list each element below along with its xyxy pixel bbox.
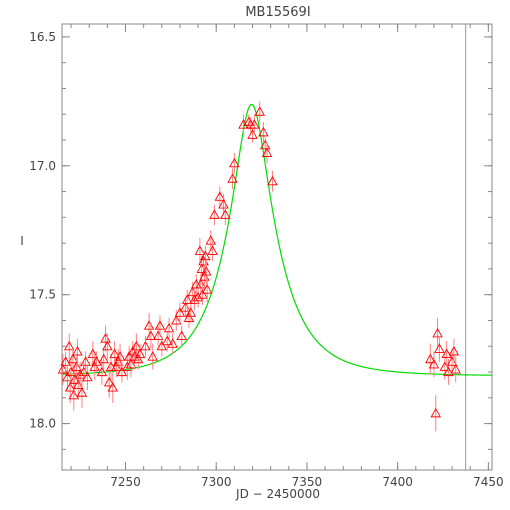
- data-point: [192, 291, 204, 302]
- data-point: [200, 250, 211, 261]
- data-point: [434, 343, 445, 353]
- data-point: [125, 358, 137, 369]
- data-point: [163, 322, 175, 333]
- data-point: [74, 369, 86, 379]
- data-point: [96, 366, 108, 377]
- data-point: [441, 348, 452, 359]
- x-tick-label: 7300: [201, 475, 232, 489]
- data-point: [71, 361, 82, 371]
- data-point: [261, 147, 273, 157]
- data-point: [205, 235, 217, 245]
- x-axis-title: JD − 2450000: [235, 487, 320, 501]
- y-axis-title: I: [20, 234, 24, 248]
- data-point: [161, 335, 173, 346]
- y-tick-label: 18.0: [29, 417, 56, 431]
- data-point: [98, 353, 109, 364]
- data-point: [105, 361, 117, 371]
- plot-frame: [61, 23, 493, 471]
- data-point: [195, 278, 207, 289]
- data-point: [258, 126, 269, 137]
- data-point: [64, 382, 76, 392]
- plot-area: [61, 23, 493, 471]
- data-point: [189, 294, 200, 304]
- data-point: [107, 382, 119, 392]
- data-point: [167, 338, 178, 348]
- data-point: [63, 340, 75, 351]
- x-tick-label: 7450: [473, 475, 504, 489]
- x-tick-label: 7350: [292, 475, 323, 489]
- x-tick-label: 7250: [110, 475, 141, 489]
- data-point: [76, 387, 88, 397]
- data-point: [201, 284, 213, 294]
- data-point: [220, 209, 231, 219]
- x-tick-label: 7400: [382, 475, 413, 489]
- data-point: [200, 266, 212, 276]
- data-point: [91, 356, 102, 366]
- chart-title: MB15569I: [245, 5, 310, 20]
- data-point: [181, 294, 193, 304]
- data-point: [82, 371, 93, 382]
- data-point: [109, 348, 120, 359]
- data-point: [87, 348, 99, 359]
- y-tick-label: 17.0: [29, 159, 56, 173]
- observation-points: [57, 101, 461, 432]
- data-point: [185, 307, 197, 317]
- data-point: [102, 340, 113, 351]
- data-point: [68, 389, 80, 400]
- data-point: [249, 119, 260, 129]
- data-point: [156, 340, 168, 351]
- model-curve-line: [61, 103, 493, 376]
- data-point: [131, 340, 142, 351]
- data-point: [65, 366, 77, 377]
- data-point: [140, 340, 151, 351]
- data-point: [450, 364, 461, 374]
- data-point: [80, 356, 91, 366]
- data-point: [174, 307, 186, 317]
- data-point: [425, 353, 436, 364]
- data-point: [145, 330, 157, 340]
- data-point: [443, 366, 454, 377]
- data-point: [428, 358, 440, 369]
- data-point: [430, 407, 442, 418]
- y-axis-ticks: 16.5 17.0 17.5 18.0: [29, 30, 492, 450]
- data-point: [227, 173, 238, 183]
- data-point: [134, 348, 146, 359]
- x-axis-ticks: 7250 7300 7350 7400 7450: [70, 24, 504, 489]
- data-point: [194, 245, 206, 255]
- data-point: [448, 345, 460, 356]
- data-point: [103, 376, 115, 387]
- data-point: [254, 106, 266, 116]
- y-tick-label: 16.5: [29, 30, 56, 44]
- data-point: [214, 191, 226, 201]
- data-point: [69, 374, 80, 384]
- data-point: [267, 175, 278, 186]
- data-point: [171, 315, 182, 325]
- data-point: [197, 289, 208, 299]
- data-point: [60, 356, 71, 366]
- data-point: [114, 351, 126, 361]
- data-point: [67, 353, 79, 364]
- data-point: [147, 351, 158, 361]
- data-point: [432, 327, 443, 338]
- data-point: [229, 157, 240, 168]
- model-curve: [61, 103, 493, 376]
- data-point: [176, 330, 188, 340]
- data-point: [218, 199, 229, 209]
- y-tick-label: 17.5: [29, 288, 56, 302]
- data-point: [154, 320, 166, 330]
- data-point: [72, 345, 83, 356]
- data-point: [209, 209, 220, 219]
- data-point: [116, 366, 128, 377]
- data-point: [207, 245, 218, 255]
